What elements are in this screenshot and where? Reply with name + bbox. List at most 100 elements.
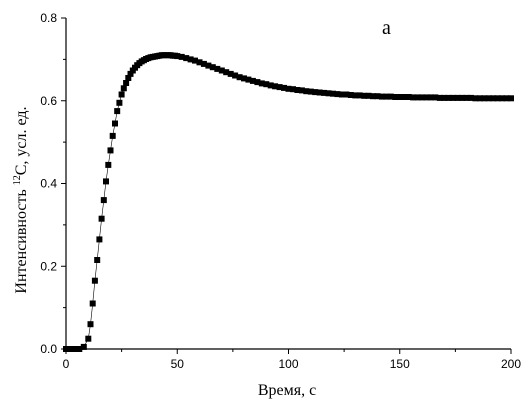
data-point: [494, 95, 501, 102]
data-point: [116, 99, 123, 106]
axes: 0 50 100 150 200 0.0 0.2 0.4 0.6 0.8: [40, 11, 521, 371]
data-point: [325, 90, 332, 97]
data-point: [63, 346, 69, 352]
data-point: [312, 89, 319, 96]
data-point: [463, 94, 470, 101]
data-point: [85, 335, 92, 342]
data-point: [205, 62, 212, 69]
data-point: [370, 93, 376, 100]
data-point: [427, 94, 434, 101]
series-group: [63, 52, 514, 352]
data-point: [485, 95, 492, 102]
data-point: [414, 94, 421, 101]
data-point: [481, 95, 488, 102]
data-point: [467, 94, 474, 101]
data-point: [214, 65, 221, 72]
x-axis-title: Время, с: [258, 382, 316, 399]
data-point: [472, 95, 479, 102]
data-point: [267, 82, 274, 89]
data-point: [298, 87, 305, 94]
data-point: [503, 95, 510, 102]
data-point: [445, 94, 452, 101]
data-point: [103, 178, 109, 185]
data-point: [200, 60, 207, 67]
data-point: [432, 94, 439, 101]
x-tick-label: 100: [278, 357, 298, 371]
data-point: [263, 81, 270, 88]
data-point: [378, 93, 385, 100]
data-point: [89, 300, 96, 307]
data-point: [405, 94, 412, 100]
data-point: [98, 215, 105, 222]
data-point: [383, 93, 390, 100]
data-point: [120, 85, 127, 92]
data-point: [227, 70, 234, 77]
data-point: [71, 346, 78, 352]
y-tick-label: 0.0: [40, 342, 57, 356]
data-point: [223, 69, 230, 76]
data-point: [87, 321, 94, 328]
data-point: [123, 80, 130, 86]
data-point: [450, 94, 457, 101]
data-point: [374, 93, 381, 100]
data-point: [127, 70, 134, 77]
data-point: [330, 90, 336, 97]
data-point: [276, 84, 283, 91]
data-point: [321, 89, 328, 96]
data-point: [343, 91, 350, 98]
data-point: [232, 72, 239, 79]
y-tick-label: 0.6: [40, 94, 57, 108]
y-axis-title: Интенсивность 12C, усл. ед.: [12, 106, 30, 293]
x-tick-label: 50: [171, 357, 185, 371]
data-point: [114, 108, 121, 115]
data-point: [294, 87, 301, 93]
x-tick-label: 0: [63, 357, 70, 371]
data-point: [316, 89, 323, 96]
data-point: [419, 94, 425, 101]
data-point: [436, 94, 443, 101]
data-point: [334, 91, 341, 98]
data-point: [272, 83, 279, 90]
y-tick-label: 0.4: [40, 177, 57, 191]
data-point: [91, 277, 98, 284]
data-point: [338, 91, 345, 98]
data-point: [499, 95, 506, 102]
data-point: [423, 94, 430, 101]
data-point: [396, 94, 403, 100]
data-point: [80, 343, 87, 350]
data-point: [241, 75, 247, 82]
data-point: [307, 88, 314, 95]
y-tick-label: 0.8: [40, 11, 57, 25]
y-axis-title-suffix: C, усл. ед.: [13, 106, 30, 175]
y-axis-title-superscript: 12: [12, 175, 23, 185]
data-point: [365, 92, 372, 99]
data-point: [218, 67, 225, 74]
y-tick-label: 0.2: [40, 259, 57, 273]
data-point: [347, 92, 354, 98]
data-point: [356, 92, 363, 99]
data-point: [245, 76, 252, 83]
data-point: [459, 94, 466, 101]
data-point: [109, 132, 116, 139]
data-point: [361, 92, 368, 99]
data-point: [178, 53, 185, 60]
data-point: [476, 95, 483, 102]
data-point: [490, 95, 497, 102]
data-point: [454, 94, 461, 101]
data-point: [112, 120, 118, 127]
data-point: [96, 236, 103, 243]
data-point: [401, 94, 408, 100]
data-point: [76, 346, 83, 352]
data-point: [196, 59, 203, 66]
data-point: [352, 92, 359, 99]
data-point: [258, 80, 265, 87]
data-point: [125, 75, 132, 81]
data-point: [105, 161, 112, 168]
data-point: [290, 86, 296, 93]
data-point: [192, 57, 198, 64]
x-tick-label: 200: [501, 357, 521, 371]
data-point: [100, 197, 107, 204]
data-point: [285, 85, 292, 92]
